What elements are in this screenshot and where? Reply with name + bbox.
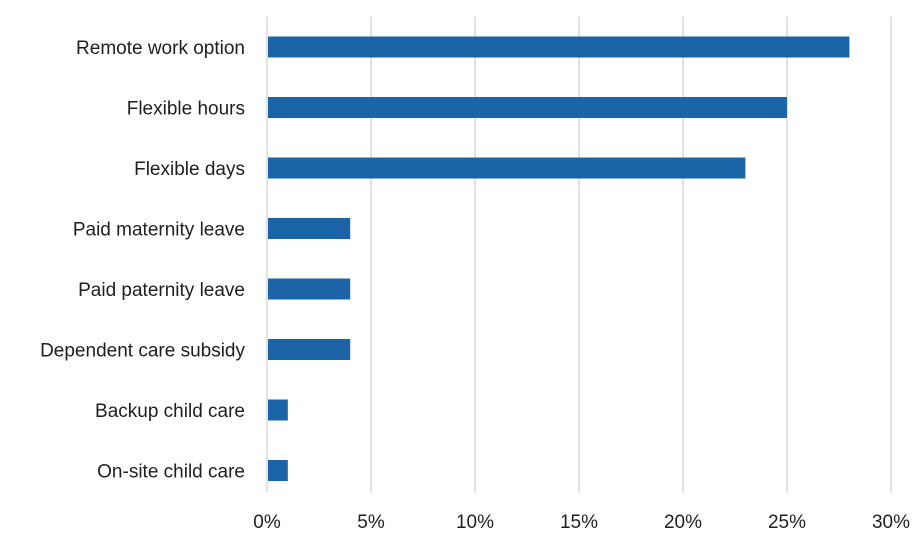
bar-paid-maternity-leave bbox=[268, 218, 351, 239]
category-labels: Remote work option Flexible hours Flexible… bbox=[40, 38, 245, 483]
bar-flexible-days bbox=[268, 157, 746, 179]
x-tick-label: 30% bbox=[872, 512, 910, 533]
category-label: Paid paternity leave bbox=[78, 280, 245, 301]
x-tick-label: 20% bbox=[664, 512, 702, 533]
bar-on-site-child-care bbox=[268, 460, 288, 481]
category-label: Backup child care bbox=[95, 401, 245, 422]
x-tick-label: 0% bbox=[253, 512, 281, 533]
category-label: Remote work option bbox=[76, 38, 245, 59]
category-label: Flexible hours bbox=[127, 99, 245, 120]
category-label: Flexible days bbox=[134, 159, 245, 180]
x-tick-labels: 0% 5% 10% 15% 20% 25% 30% bbox=[253, 512, 910, 533]
x-tick-label: 25% bbox=[768, 512, 806, 533]
gridlines bbox=[266, 17, 892, 492]
bar-backup-child-care bbox=[268, 399, 288, 421]
bar-remote-work-option bbox=[268, 36, 850, 58]
x-tick-label: 15% bbox=[560, 512, 598, 533]
bar-dependent-care-subsidy bbox=[268, 339, 351, 360]
category-label: On-site child care bbox=[97, 462, 245, 483]
bar-paid-paternity-leave bbox=[268, 278, 351, 300]
category-label: Dependent care subsidy bbox=[40, 341, 245, 362]
x-tick-label: 5% bbox=[357, 512, 385, 533]
category-label: Paid maternity leave bbox=[73, 220, 245, 241]
bar-flexible-hours bbox=[268, 97, 787, 118]
bars bbox=[268, 36, 850, 481]
x-tick-label: 10% bbox=[456, 512, 494, 533]
